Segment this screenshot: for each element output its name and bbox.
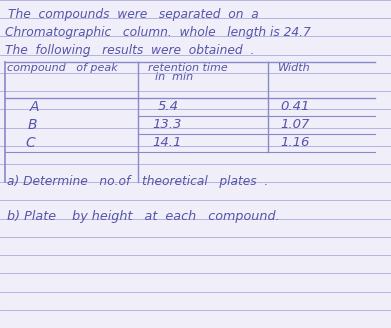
Text: A: A: [30, 100, 39, 114]
Text: 14.1: 14.1: [152, 136, 181, 149]
Text: compound   of peak: compound of peak: [7, 63, 118, 73]
Text: a) Determine   no.of   theoretical   plates  .: a) Determine no.of theoretical plates .: [7, 175, 268, 188]
Text: 13.3: 13.3: [152, 118, 181, 131]
Text: C: C: [25, 136, 35, 150]
Text: 5.4: 5.4: [158, 100, 179, 113]
Text: b) Plate    by height   at  each   compound.: b) Plate by height at each compound.: [7, 210, 280, 223]
Text: 0.41: 0.41: [280, 100, 309, 113]
Text: retention time: retention time: [148, 63, 228, 73]
Text: The  following   results  were  obtained  .: The following results were obtained .: [5, 44, 254, 57]
Text: Width: Width: [278, 63, 310, 73]
Text: Chromatographic   column.  whole   length is 24.7: Chromatographic column. whole length is …: [5, 26, 311, 39]
Text: B: B: [28, 118, 38, 132]
Text: 1.16: 1.16: [280, 136, 309, 149]
Text: in  min: in min: [155, 72, 193, 82]
Text: 1.07: 1.07: [280, 118, 309, 131]
Text: The  compounds  were   separated  on  a: The compounds were separated on a: [8, 8, 259, 21]
